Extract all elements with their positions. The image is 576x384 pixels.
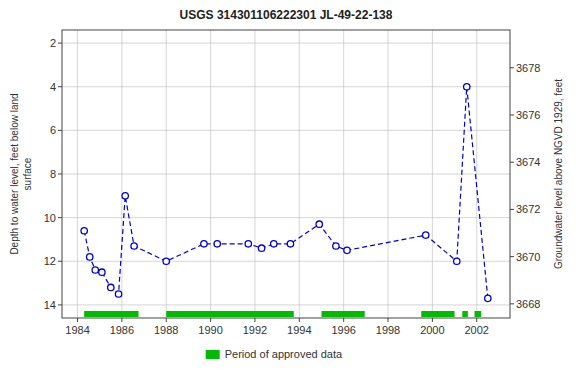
- y-tick: [58, 304, 62, 305]
- grid-line-y: [62, 43, 510, 44]
- y-tick: [58, 174, 62, 175]
- grid-line-y: [62, 261, 510, 262]
- legend: Period of approved data: [206, 348, 343, 360]
- data-point: [258, 245, 264, 251]
- data-point: [333, 243, 339, 249]
- y-axis-label-line: surface: [22, 157, 33, 190]
- data-point: [344, 247, 350, 253]
- approved-period-bar: [475, 311, 482, 317]
- axes: 1984 1986 1988 1990 1992 1994 1996 1998 2000 2002…: [44, 37, 541, 336]
- x-tick: [121, 318, 122, 322]
- x-tick-label: 2002: [464, 324, 488, 336]
- y2-tick: [510, 256, 514, 257]
- grid-line-y: [62, 86, 510, 87]
- y2-axis-label: Groundwater level above NGVD 1929, feet: [553, 79, 564, 269]
- x-tick-label: 1994: [287, 324, 311, 336]
- data-point: [271, 241, 277, 247]
- y2-tick-label: 3678: [516, 62, 540, 74]
- plot-area: [81, 84, 491, 317]
- y-tick-label: 8: [50, 168, 56, 180]
- y-tick: [58, 43, 62, 44]
- y-tick-label: 2: [50, 37, 56, 49]
- data-point: [214, 241, 220, 247]
- y-tick-label: 6: [50, 124, 56, 136]
- y2-tick: [510, 67, 514, 68]
- data-point: [99, 269, 105, 275]
- x-tick: [388, 318, 389, 322]
- y2-tick-label: 3672: [516, 203, 540, 215]
- approved-period-bar: [84, 311, 138, 317]
- y-tick: [58, 130, 62, 131]
- x-tick-label: 2000: [420, 324, 444, 336]
- data-line: [84, 87, 488, 299]
- y2-tick-label: 3670: [516, 251, 540, 263]
- approved-period-bar: [421, 311, 454, 317]
- data-point: [245, 241, 251, 247]
- chart: 1984 1986 1988 1990 1992 1994 1996 1998 2000 2002…: [0, 0, 576, 384]
- y-tick: [58, 261, 62, 262]
- grid-line-y: [62, 174, 510, 175]
- y2-tick-label: 3668: [516, 298, 540, 310]
- plot-frame: [62, 30, 510, 318]
- x-tick: [299, 318, 300, 322]
- data-point: [87, 254, 93, 260]
- x-tick: [210, 318, 211, 322]
- x-tick-label: 1992: [243, 324, 267, 336]
- x-tick-label: 1990: [198, 324, 222, 336]
- y-tick-label: 10: [44, 212, 56, 224]
- y-axis-label-line: Depth to water level, feet below land: [9, 93, 20, 254]
- legend-swatch: [206, 350, 220, 359]
- data-point: [201, 241, 207, 247]
- y-tick-label: 14: [44, 299, 56, 311]
- x-tick-label: 1996: [331, 324, 355, 336]
- approved-period-bar: [321, 311, 364, 317]
- data-point: [316, 221, 322, 227]
- x-tick-label: 1998: [376, 324, 400, 336]
- x-tick-label: 1988: [154, 324, 178, 336]
- data-point: [81, 228, 87, 234]
- x-tick: [476, 318, 477, 322]
- y2-tick: [510, 114, 514, 115]
- x-tick-label: 1984: [65, 324, 89, 336]
- title: USGS 314301106222301 JL-49-22-138: [180, 8, 393, 22]
- y-tick-label: 12: [44, 255, 56, 267]
- y2-tick-label: 3674: [516, 156, 540, 168]
- data-point: [464, 84, 470, 90]
- y2-tick-label: 3676: [516, 109, 540, 121]
- legend-label: Period of approved data: [225, 348, 343, 360]
- grid-line-y: [62, 304, 510, 305]
- data-point: [108, 284, 114, 290]
- approved-period-bar: [166, 311, 294, 317]
- data-point: [423, 232, 429, 238]
- data-point: [163, 258, 169, 264]
- x-tick: [254, 318, 255, 322]
- y2-tick: [510, 162, 514, 163]
- approved-period-bar: [462, 311, 468, 317]
- data-point: [122, 193, 128, 199]
- x-tick: [432, 318, 433, 322]
- y-axis-label: Depth to water level, feet below landsur…: [9, 93, 33, 254]
- data-point: [287, 241, 293, 247]
- data-point: [131, 243, 137, 249]
- data-point: [454, 258, 460, 264]
- y-tick: [58, 217, 62, 218]
- y-tick: [58, 86, 62, 87]
- x-tick: [77, 318, 78, 322]
- data-point: [92, 267, 98, 273]
- y2-tick: [510, 303, 514, 304]
- data-point: [485, 295, 491, 301]
- background: [0, 0, 576, 384]
- y2-tick: [510, 209, 514, 210]
- grid-line-y: [62, 130, 510, 131]
- x-tick-label: 1986: [110, 324, 134, 336]
- x-tick: [166, 318, 167, 322]
- y-tick-label: 4: [50, 81, 56, 93]
- data-point: [115, 291, 121, 297]
- grid: [62, 30, 510, 318]
- x-tick: [343, 318, 344, 322]
